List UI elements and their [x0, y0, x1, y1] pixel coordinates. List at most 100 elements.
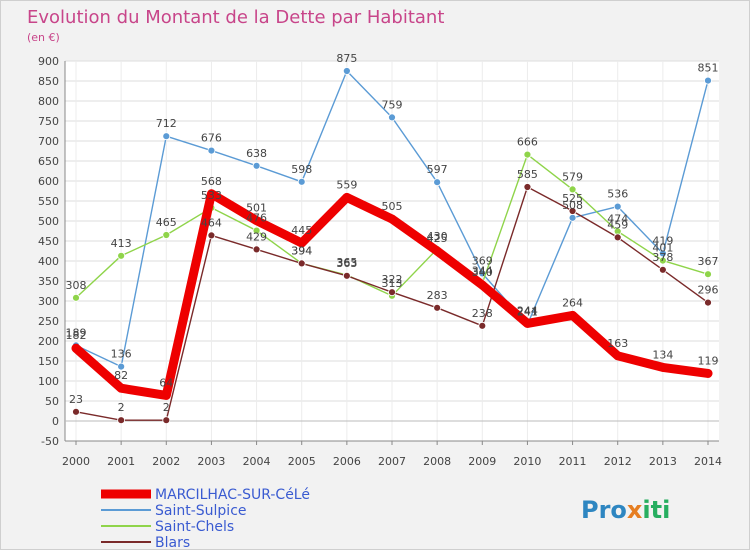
data-label: 2 — [118, 401, 125, 414]
data-label: 394 — [291, 244, 312, 257]
data-point — [658, 265, 667, 274]
data-label: 533 — [201, 189, 222, 202]
data-label: 296 — [698, 284, 719, 297]
data-point — [252, 226, 261, 235]
data-label: 367 — [698, 255, 719, 268]
data-label: 419 — [652, 234, 673, 247]
data-label: 313 — [382, 277, 403, 290]
x-tick-label: 2002 — [152, 455, 180, 468]
data-point — [297, 259, 306, 268]
data-point — [297, 238, 307, 248]
data-point — [523, 318, 532, 328]
data-label: 430 — [427, 230, 448, 243]
data-label: 445 — [291, 224, 312, 237]
data-point — [388, 113, 396, 122]
y-tick-label: 500 — [38, 215, 59, 228]
data-label: 459 — [607, 218, 628, 231]
data-point — [117, 362, 126, 371]
data-label: 413 — [111, 237, 132, 250]
data-label: 559 — [336, 178, 357, 191]
data-point — [342, 192, 352, 202]
data-point — [523, 150, 532, 159]
y-tick-label: 650 — [38, 155, 59, 168]
data-label: 2 — [163, 401, 170, 414]
legend-label-0: MARCILHAC-SUR-CéLé — [155, 487, 310, 503]
data-label: 508 — [562, 199, 583, 212]
data-label: 23 — [69, 393, 83, 406]
y-tick-label: 700 — [38, 135, 59, 148]
x-tick-label: 2010 — [513, 455, 541, 468]
data-point — [433, 303, 442, 312]
data-label: 712 — [156, 117, 177, 130]
data-point — [568, 207, 577, 215]
legend-label-3: Blars — [155, 535, 190, 549]
data-label: 501 — [246, 202, 267, 215]
logo-part-iti: iti — [642, 496, 670, 524]
data-label: 82 — [114, 369, 128, 382]
data-label: 638 — [246, 147, 267, 160]
logo-part-pro: Pro — [581, 496, 627, 524]
data-point — [703, 368, 713, 378]
x-tick-label: 2003 — [197, 455, 225, 468]
data-point — [568, 310, 577, 320]
data-label: 585 — [517, 168, 538, 181]
data-label: 340 — [472, 266, 493, 279]
data-label: 425 — [427, 232, 448, 245]
data-point — [658, 256, 667, 265]
data-label: 241 — [517, 306, 538, 319]
data-point — [387, 214, 397, 224]
data-label: 476 — [246, 212, 267, 225]
data-point — [252, 216, 261, 226]
data-point — [432, 246, 442, 256]
data-label: 598 — [291, 163, 312, 176]
data-label: 851 — [698, 62, 719, 75]
data-point — [162, 416, 171, 425]
y-tick-label: 400 — [38, 255, 59, 268]
data-point — [568, 213, 577, 222]
data-point — [72, 293, 80, 302]
data-point — [72, 407, 80, 416]
data-label: 163 — [607, 337, 628, 350]
y-tick-label: 800 — [38, 95, 59, 108]
y-tick-label: 100 — [38, 375, 59, 388]
data-label: 464 — [201, 216, 222, 229]
data-point — [161, 390, 171, 400]
data-label: 182 — [66, 329, 87, 342]
y-tick-label: 200 — [38, 335, 59, 348]
x-tick-label: 2008 — [423, 455, 451, 468]
data-label: 597 — [427, 163, 448, 176]
x-tick-label: 2007 — [378, 455, 406, 468]
data-label: 363 — [336, 257, 357, 270]
data-label: 344 — [472, 264, 493, 277]
chart-subtitle: (en €) — [27, 31, 60, 44]
data-label: 64 — [159, 376, 173, 389]
data-label: 308 — [66, 279, 87, 292]
data-point — [704, 76, 712, 85]
data-label: 536 — [607, 188, 628, 201]
data-point — [117, 251, 126, 260]
x-tick-label: 2014 — [694, 455, 722, 468]
data-point — [568, 185, 577, 194]
data-point — [388, 288, 396, 297]
legend-label-1: Saint-Sulpice — [155, 503, 247, 519]
y-tick-label: 900 — [38, 55, 59, 68]
y-tick-label: 550 — [38, 195, 59, 208]
data-label: 378 — [652, 251, 673, 264]
x-tick-label: 2009 — [468, 455, 496, 468]
y-tick-label: 750 — [38, 115, 59, 128]
data-point — [207, 189, 216, 199]
data-label: 134 — [652, 348, 673, 361]
data-point — [117, 416, 126, 425]
data-label: 676 — [201, 132, 222, 145]
data-point — [162, 132, 171, 141]
x-tick-label: 2012 — [604, 455, 632, 468]
data-point — [71, 343, 81, 353]
data-point — [433, 178, 442, 187]
data-point — [207, 146, 216, 155]
y-tick-label: 450 — [38, 235, 59, 248]
data-label: 322 — [382, 273, 403, 286]
data-point — [478, 321, 487, 330]
data-label: 189 — [66, 326, 87, 339]
proxiti-logo: Proxiti — [581, 496, 670, 524]
y-tick-label: 150 — [38, 355, 59, 368]
